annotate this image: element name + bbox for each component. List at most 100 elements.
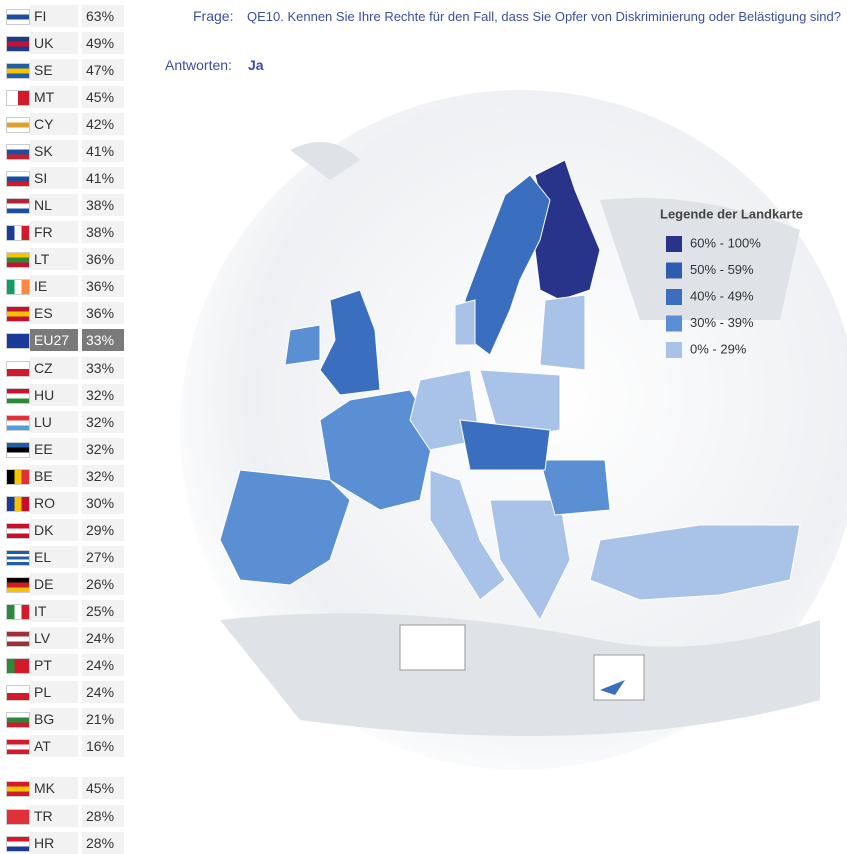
flag <box>6 225 30 242</box>
legend-title: Legende der Landkarte <box>660 206 803 221</box>
flag <box>6 306 30 323</box>
country-code: ES <box>30 302 78 325</box>
percentage: 27% <box>82 545 124 568</box>
flag <box>6 414 30 431</box>
flag <box>6 468 30 485</box>
percentage: 32% <box>82 383 124 406</box>
legend-swatch <box>666 262 682 279</box>
percentage: 41% <box>82 167 124 190</box>
legend-swatch <box>666 289 682 305</box>
percentage: 28% <box>82 832 124 854</box>
country-code: DE <box>30 572 78 595</box>
country-code: HR <box>30 832 78 854</box>
percentage: 45% <box>82 777 124 799</box>
percentage: 28% <box>82 804 124 827</box>
flag <box>6 739 30 756</box>
percentage: 36% <box>82 248 124 271</box>
flag <box>6 522 30 539</box>
country-code: DK <box>30 518 78 541</box>
country-code: RO <box>30 491 78 514</box>
flag <box>6 279 30 296</box>
inset-malta <box>399 624 466 671</box>
flag <box>6 90 30 107</box>
legend-label: 30% - 39% <box>690 315 754 330</box>
country-code: PT <box>30 653 78 676</box>
country-code: NL <box>30 194 78 217</box>
country-code: AT <box>30 735 78 758</box>
country-code: CY <box>30 113 78 136</box>
percentage: 33% <box>82 356 124 379</box>
flag <box>6 63 30 80</box>
country-code: EE <box>30 437 78 460</box>
flag <box>6 781 30 797</box>
flag <box>6 495 30 512</box>
flag <box>6 144 30 161</box>
country-code: HU <box>30 383 78 406</box>
percentage: 16% <box>82 735 124 758</box>
answer-label: Antworten: <box>165 57 232 73</box>
country-code: MK <box>30 777 78 799</box>
country-code: EU27 <box>30 329 78 352</box>
percentage: 33% <box>82 329 124 352</box>
percentage: 32% <box>82 410 124 433</box>
flag <box>6 387 30 404</box>
percentage: 24% <box>82 681 124 703</box>
percentage: 49% <box>82 32 124 55</box>
flag <box>6 630 30 647</box>
question-label: Frage: <box>193 8 234 24</box>
percentage: 32% <box>82 464 124 487</box>
flag <box>6 360 30 377</box>
country-code: SK <box>30 140 78 163</box>
flag <box>6 441 30 458</box>
country-code: IT <box>30 599 78 622</box>
legend-label: 40% - 49% <box>690 288 754 303</box>
percentage: 25% <box>82 599 124 622</box>
countries <box>219 159 801 621</box>
legend-label: 60% - 100% <box>690 235 761 250</box>
country-code: SI <box>30 167 78 190</box>
legend-label: 50% - 59% <box>690 262 754 277</box>
country-code: UK <box>30 32 78 55</box>
flag <box>6 685 30 701</box>
flag <box>6 117 30 134</box>
country-code: CZ <box>30 356 78 379</box>
flag <box>6 576 30 593</box>
percentage: 47% <box>82 59 124 82</box>
land-background <box>220 142 820 736</box>
percentage: 26% <box>82 572 124 595</box>
legend-swatch <box>666 342 682 358</box>
flag <box>6 252 30 269</box>
flag <box>6 171 30 188</box>
percentage: 29% <box>82 518 124 541</box>
country-code: BG <box>30 708 78 731</box>
country-code: LV <box>30 626 78 649</box>
answer-text: Ja <box>248 57 264 73</box>
country-code: IE <box>30 275 78 298</box>
percentage: 30% <box>82 491 124 514</box>
flag <box>6 808 30 825</box>
question-text: QE10. Kennen Sie Ihre Rechte für den Fal… <box>247 9 841 24</box>
country-code: FI <box>30 5 78 27</box>
flag <box>6 9 30 25</box>
flag <box>6 333 30 350</box>
legend-label: 0% - 29% <box>690 341 747 356</box>
percentage: 32% <box>82 437 124 460</box>
percentage: 41% <box>82 140 124 163</box>
percentage: 24% <box>82 626 124 649</box>
flag <box>6 549 30 566</box>
country-code: LU <box>30 410 78 433</box>
flag <box>6 198 30 215</box>
country-code: EL <box>30 545 78 568</box>
cyprus <box>600 680 625 695</box>
flag <box>6 712 30 729</box>
flag <box>6 36 30 53</box>
country-code: TR <box>30 804 78 827</box>
country-code: FR <box>30 221 78 244</box>
flag <box>6 836 30 852</box>
country-code: MT <box>30 86 78 109</box>
percentage: 63% <box>82 5 124 27</box>
legend-swatch <box>666 315 682 332</box>
flag <box>6 603 30 620</box>
percentage: 45% <box>82 86 124 109</box>
